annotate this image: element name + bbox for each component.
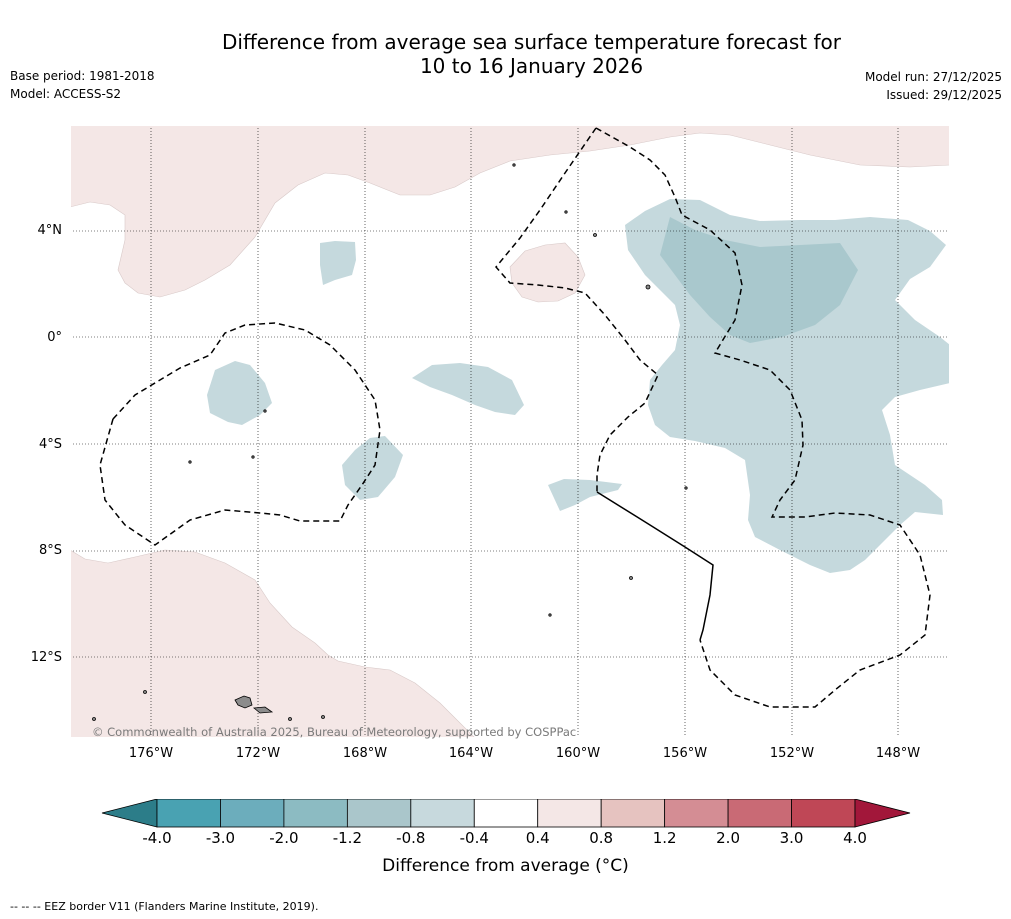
colorbar-tick-label: -3.0	[205, 829, 236, 847]
colorbar-bin	[283, 799, 348, 828]
colorbar-bin	[346, 799, 412, 828]
copyright-notice: © Commonwealth of Australia 2025, Bureau…	[92, 725, 577, 739]
island-small-8	[684, 486, 688, 490]
model-run: Model run: 27/12/2025	[864, 70, 1002, 84]
colorbar-bin	[220, 799, 285, 828]
colorbar-bin	[791, 799, 856, 828]
lon-tick-160w: 160°W	[555, 746, 601, 761]
colorbar-extend-high	[854, 799, 911, 828]
warm-region-central	[509, 242, 586, 303]
island-small-14	[321, 715, 325, 719]
eez-border-kiribati-phoenix	[99, 322, 381, 546]
island-small-11	[143, 690, 147, 694]
colorbar-tick-label: -2.0	[269, 829, 299, 847]
left-meta: Base period: 1981-2018 Model: ACCESS-S2	[10, 67, 155, 103]
sst-anomaly-map	[70, 125, 950, 738]
colorbar-tick-label: 2.0	[716, 829, 740, 847]
cool-patch-c	[412, 363, 524, 415]
warm-region-south	[70, 549, 476, 738]
model-name: Model: ACCESS-S2	[10, 87, 122, 101]
eez-borders	[99, 127, 931, 708]
cool-patch-b	[207, 361, 272, 425]
island-small-9	[629, 576, 633, 580]
island-small-3	[512, 163, 516, 167]
colorbar-tick-label: 0.4	[525, 829, 550, 847]
colorbar-tick-label: -0.4	[459, 829, 489, 847]
cool-patch-d	[342, 436, 403, 500]
lon-tick-164w: 164°W	[448, 746, 494, 761]
colorbar	[101, 799, 911, 828]
cool-region-east-core	[660, 217, 858, 343]
colorbar-bin	[410, 799, 475, 828]
colorbar-tick-label: 3.0	[779, 829, 804, 847]
warm-region-north	[70, 125, 950, 298]
colorbar-tick-label: -0.8	[396, 829, 426, 847]
island-small-4	[564, 210, 568, 214]
cool-patch-a	[320, 241, 356, 285]
eez-legend-note: -- -- -- EEZ border V11 (Flanders Marine…	[10, 900, 319, 913]
island-small-2	[645, 284, 651, 290]
lat-tick-0: 0°	[47, 330, 62, 345]
colorbar-extend-low	[101, 799, 158, 828]
title-line-2: 10 to 16 January 2026	[419, 54, 644, 78]
colorbar-tick-label: 0.8	[589, 829, 614, 847]
title-line-1: Difference from average sea surface temp…	[221, 30, 841, 54]
lon-tick-148w: 148°W	[875, 746, 921, 761]
colorbar-tick-label: 4.0	[843, 829, 867, 847]
lon-tick-168w: 168°W	[342, 746, 388, 761]
colorbar-bin	[473, 799, 539, 828]
lon-tick-176w: 176°W	[128, 746, 174, 761]
colorbar-bin	[600, 799, 666, 828]
graticule	[70, 125, 950, 738]
lon-tick-156w: 156°W	[662, 746, 708, 761]
islands	[92, 163, 688, 721]
colorbar-tick-label: -4.0	[142, 829, 172, 847]
island-small-12	[92, 717, 96, 721]
lat-tick-4s: 4°S	[38, 437, 62, 452]
colorbar-tick-label: 1.2	[652, 829, 677, 847]
island-small-1	[593, 233, 597, 237]
colorbar-bin	[727, 799, 792, 828]
eez-border-tokelau-upper	[495, 127, 659, 492]
lat-tick-12s: 12°S	[30, 650, 62, 665]
base-period: Base period: 1981-2018	[10, 69, 155, 83]
lat-tick-8s: 8°S	[38, 543, 62, 558]
lat-tick-4n: 4°N	[37, 223, 63, 238]
right-meta: Model run: 27/12/2025 Issued: 29/12/2025	[865, 68, 1002, 104]
island-small-6	[251, 455, 255, 459]
eez-border-kiribati-line	[595, 127, 931, 708]
island-small-5	[263, 409, 267, 413]
lon-tick-152w: 152°W	[769, 746, 815, 761]
colorbar-title: Difference from average (°C)	[382, 856, 629, 876]
colorbar-bin	[664, 799, 729, 828]
map-title: Difference from average sea surface temp…	[130, 30, 933, 78]
lon-tick-172w: 172°W	[235, 746, 281, 761]
island-samoa-east	[253, 706, 274, 714]
island-small-7	[188, 460, 192, 464]
island-samoa-west	[234, 695, 253, 709]
map-frame	[70, 125, 950, 738]
island-small-10	[548, 613, 552, 617]
issued-date: Issued: 29/12/2025	[886, 88, 1002, 102]
colorbar-bin	[156, 799, 221, 828]
colorbar-boxes	[101, 799, 911, 828]
cool-patch-e	[548, 479, 622, 511]
island-small-13	[288, 717, 292, 721]
colorbar-bin	[537, 799, 602, 828]
colorbar-tick-label: -1.2	[332, 829, 362, 847]
eez-border-solid-segment	[596, 491, 714, 641]
